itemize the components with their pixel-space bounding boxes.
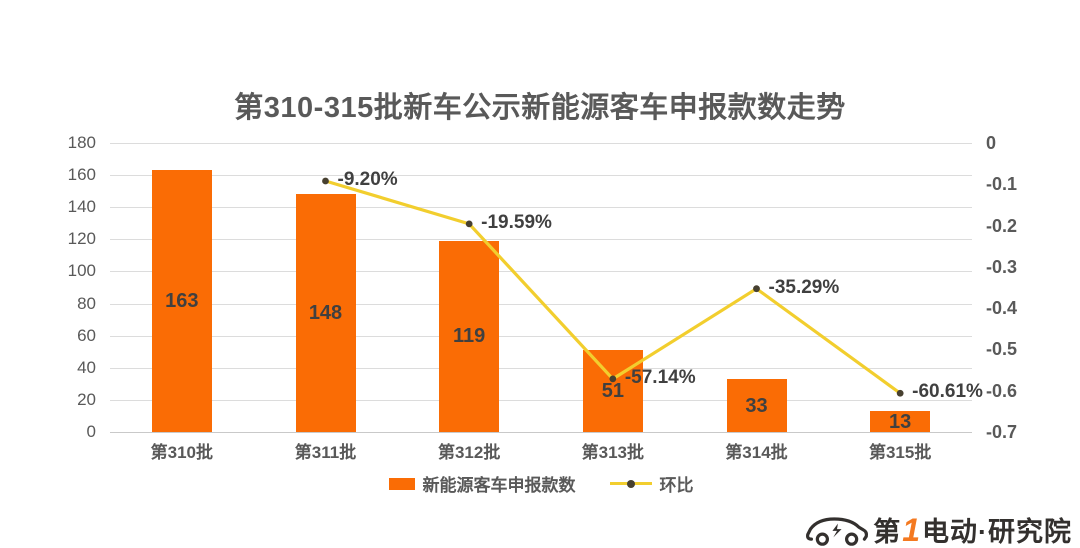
line-point bbox=[753, 285, 760, 293]
car-icon bbox=[806, 516, 869, 546]
y-axis-left-tick-label: 0 bbox=[86, 422, 96, 441]
bar-value-label: 148 bbox=[308, 302, 343, 325]
x-axis-label: 第312批 bbox=[437, 443, 501, 462]
plot-area bbox=[110, 143, 972, 433]
line-point bbox=[322, 177, 329, 185]
y-axis-left-tick-label: 120 bbox=[67, 229, 96, 249]
gridline bbox=[110, 239, 972, 241]
d1ev-logo: 第1电动·研究院 bbox=[805, 510, 1072, 548]
gridline bbox=[110, 207, 972, 209]
bar-value-label: 163 bbox=[165, 290, 199, 313]
x-axis-label: 第313批 bbox=[581, 443, 645, 462]
bar-value-label: 13 bbox=[889, 410, 912, 433]
y-axis-right-tick-label: -0.5 bbox=[986, 339, 1018, 360]
gridline bbox=[110, 367, 972, 369]
bar bbox=[726, 379, 787, 432]
y-axis-left-tick-label: 100 bbox=[67, 261, 96, 281]
bar bbox=[439, 240, 500, 432]
legend-label: 环比 bbox=[659, 476, 694, 495]
line-point bbox=[609, 375, 617, 383]
line-point-label: -57.14% bbox=[624, 366, 696, 388]
legend-bar-swatch-icon bbox=[388, 477, 415, 490]
y-axis-right-tick-label: 0 bbox=[986, 133, 997, 153]
line-point bbox=[896, 389, 904, 397]
bar-value-label: 33 bbox=[745, 394, 768, 417]
logo-text-suffix: 电动 bbox=[922, 517, 978, 547]
y-axis-left-tick-label: 160 bbox=[67, 165, 96, 185]
x-axis-label: 第314批 bbox=[725, 443, 788, 462]
legend-line-marker-icon bbox=[609, 479, 652, 488]
legend-label: 新能源客车申报款数 bbox=[422, 476, 576, 495]
legend-item-bar: 新能源客车申报款数 bbox=[388, 471, 576, 496]
logo-text-tail: 研究院 bbox=[988, 517, 1072, 547]
gridline bbox=[110, 335, 972, 337]
y-axis-right-tick-label: -0.6 bbox=[986, 380, 1018, 401]
bar bbox=[295, 194, 356, 432]
line-point-label: -19.59% bbox=[481, 211, 552, 233]
gridline bbox=[110, 143, 972, 144]
y-axis-left-tick-label: 80 bbox=[77, 293, 96, 313]
bar-value-label: 119 bbox=[453, 325, 486, 348]
chart-title: 第310-315批新车公示新能源客车申报款数走势 bbox=[234, 92, 846, 124]
y-axis-left-tick-label: 180 bbox=[67, 133, 96, 152]
logo-text: 第1电动·研究院 bbox=[873, 510, 1072, 548]
legend-item-line: 环比 bbox=[609, 471, 694, 496]
legend: 新能源客车申报款数 环比 bbox=[110, 471, 972, 496]
y-axis-left-tick-label: 140 bbox=[67, 197, 96, 217]
gridline bbox=[110, 271, 972, 273]
logo-text-prefix: 第 bbox=[873, 517, 902, 547]
y-axis-left-tick-label: 20 bbox=[77, 389, 96, 409]
y-axis-right-tick-label: -0.1 bbox=[986, 174, 1018, 195]
y-axis-right-tick-label: -0.7 bbox=[986, 422, 1018, 442]
legend-line-dot-icon bbox=[626, 479, 635, 488]
gridline bbox=[110, 399, 972, 401]
bar bbox=[151, 170, 212, 432]
x-axis-label: 第315批 bbox=[868, 443, 932, 462]
gridline bbox=[110, 175, 972, 177]
y-axis-left-tick-label: 40 bbox=[77, 357, 96, 377]
x-axis-label: 第311批 bbox=[294, 443, 357, 462]
logo-text-one: 1 bbox=[902, 512, 921, 548]
line-point bbox=[465, 220, 473, 228]
gridline bbox=[110, 432, 972, 433]
line-series bbox=[322, 177, 904, 397]
y-axis-left-tick-label: 60 bbox=[77, 325, 96, 345]
bar-value-label: 51 bbox=[601, 380, 624, 403]
y-axis-right-tick-label: -0.4 bbox=[986, 298, 1018, 319]
y-axis-right-tick-label: -0.3 bbox=[986, 256, 1018, 277]
y-axis-right-tick-label: -0.2 bbox=[986, 215, 1018, 236]
logo-text-dot: · bbox=[978, 517, 988, 547]
gridline bbox=[110, 303, 972, 305]
bar bbox=[870, 411, 931, 432]
bar bbox=[582, 350, 643, 432]
line-point-label: -60.61% bbox=[912, 381, 983, 403]
line-point-label: -9.20% bbox=[337, 168, 398, 190]
x-axis-label: 第310批 bbox=[150, 443, 214, 462]
line-point-label: -35.29% bbox=[768, 276, 840, 298]
